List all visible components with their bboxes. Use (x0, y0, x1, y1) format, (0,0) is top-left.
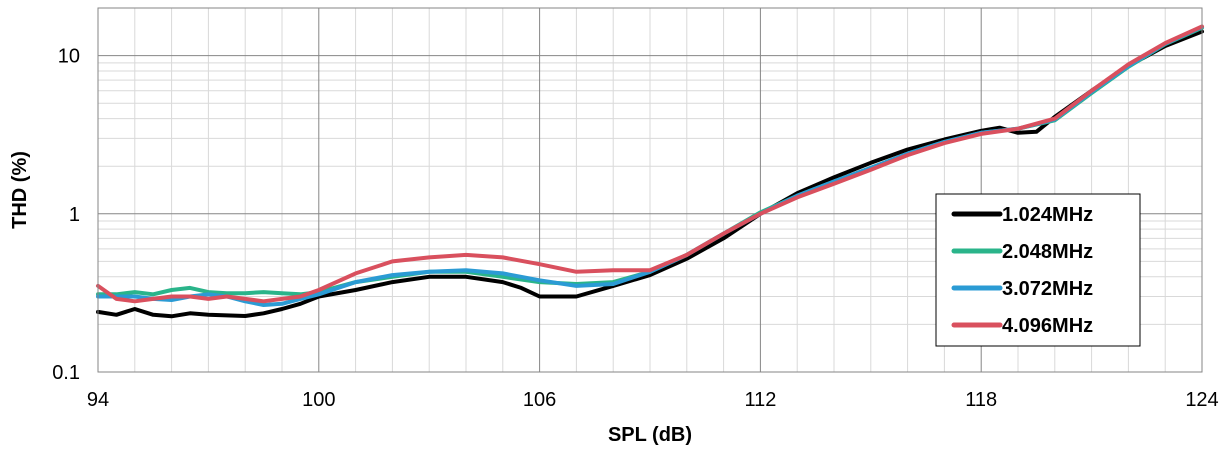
x-tick-label: 106 (523, 389, 556, 411)
x-axis-title: SPL (dB) (608, 424, 692, 446)
y-tick-label: 10 (58, 46, 80, 68)
y-tick-label: 0.1 (52, 362, 80, 384)
legend-label-2-048mhz: 2.048MHz (1002, 241, 1093, 263)
legend: 1.024MHz 2.048MHz 3.072MHz 4.096MHz (936, 194, 1140, 346)
x-tick-label: 100 (302, 389, 335, 411)
legend-label-1-024mhz: 1.024MHz (1002, 204, 1093, 226)
y-axis-title: THD (%) (9, 151, 31, 229)
legend-label-4-096mhz: 4.096MHz (1002, 315, 1093, 337)
x-tick-label: 112 (744, 389, 776, 411)
y-tick-label: 1 (69, 204, 80, 226)
x-tick-label: 94 (87, 389, 109, 411)
x-tick-label: 118 (965, 389, 997, 411)
x-tick-label: 124 (1185, 389, 1218, 411)
legend-label-3-072mhz: 3.072MHz (1002, 278, 1093, 300)
